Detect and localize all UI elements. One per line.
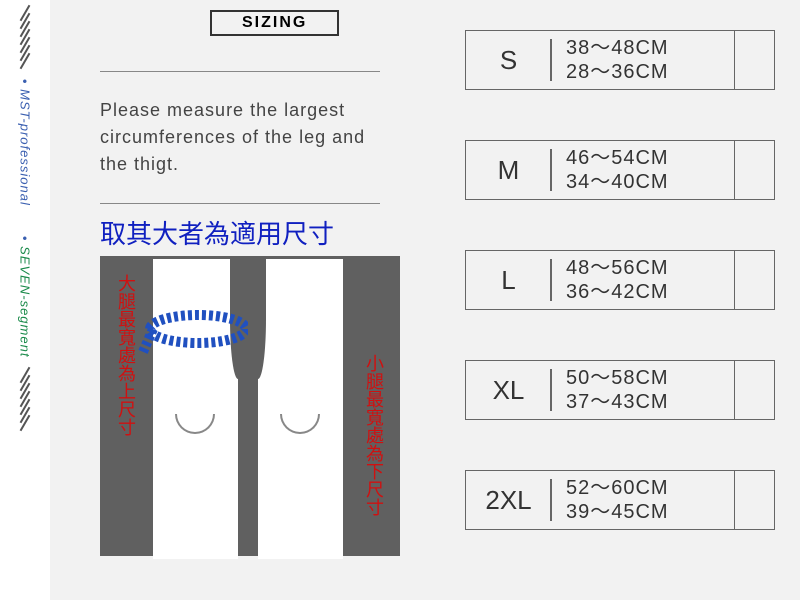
leg-diagram: 大腿最寬處為上尺寸 小腿最寬處為下尺寸 [100, 256, 400, 556]
calf-measurement-label: 小腿最寬處為下尺寸 [361, 354, 387, 516]
size-values: 50～58CM 37～43CM [551, 361, 734, 419]
thigh-measurement-label: 大腿最寬處為上尺寸 [113, 274, 139, 436]
size-values: 38～48CM 28～36CM [551, 31, 734, 89]
right-leg-shape [258, 259, 343, 559]
size-table: S 38～48CM 28～36CM M 46～54CM 34～40CM L 48… [465, 30, 775, 530]
size-values: 52～60CM 39～45CM [551, 471, 734, 529]
upper-value: 52～60CM [566, 476, 734, 500]
size-values: 46～54CM 34～40CM [551, 141, 734, 199]
brand-label-1: • MST-professional [18, 79, 33, 206]
size-label: M [466, 141, 551, 199]
lower-value: 36～42CM [566, 280, 734, 304]
blank-cell [734, 141, 774, 199]
size-label: S [466, 31, 551, 89]
sizing-header: SIZING [210, 10, 339, 36]
sidebar: • MST-professional • SEVEN-segment [0, 0, 50, 600]
upper-value: 48～56CM [566, 256, 734, 280]
divider-1 [100, 71, 380, 72]
size-row-l: L 48～56CM 36～42CM [465, 250, 775, 310]
lower-value: 28～36CM [566, 60, 734, 84]
upper-value: 46～54CM [566, 146, 734, 170]
size-label: L [466, 251, 551, 309]
upper-value: 38～48CM [566, 36, 734, 60]
blank-cell [734, 471, 774, 529]
size-label: XL [466, 361, 551, 419]
size-row-m: M 46～54CM 34～40CM [465, 140, 775, 200]
size-label: 2XL [466, 471, 551, 529]
left-column: SIZING Please measure the largest circum… [100, 10, 420, 556]
chinese-title: 取其大者為適用尺寸 [100, 214, 420, 251]
divider-2 [100, 203, 380, 204]
instruction-text: Please measure the largest circumference… [100, 97, 390, 178]
blank-cell [734, 251, 774, 309]
blank-cell [734, 31, 774, 89]
hash-decoration-top [16, 10, 34, 64]
upper-value: 50～58CM [566, 366, 734, 390]
size-row-xl: XL 50～58CM 37～43CM [465, 360, 775, 420]
size-row-2xl: 2XL 52～60CM 39～45CM [465, 470, 775, 530]
lower-value: 39～45CM [566, 500, 734, 524]
lower-value: 37～43CM [566, 390, 734, 414]
blank-cell [734, 361, 774, 419]
measuring-tape-icon [138, 304, 248, 354]
size-row-s: S 38～48CM 28～36CM [465, 30, 775, 90]
lower-value: 34～40CM [566, 170, 734, 194]
size-values: 48～56CM 36～42CM [551, 251, 734, 309]
hash-decoration-bottom [16, 372, 34, 426]
brand-label-2: • SEVEN-segment [18, 236, 33, 357]
